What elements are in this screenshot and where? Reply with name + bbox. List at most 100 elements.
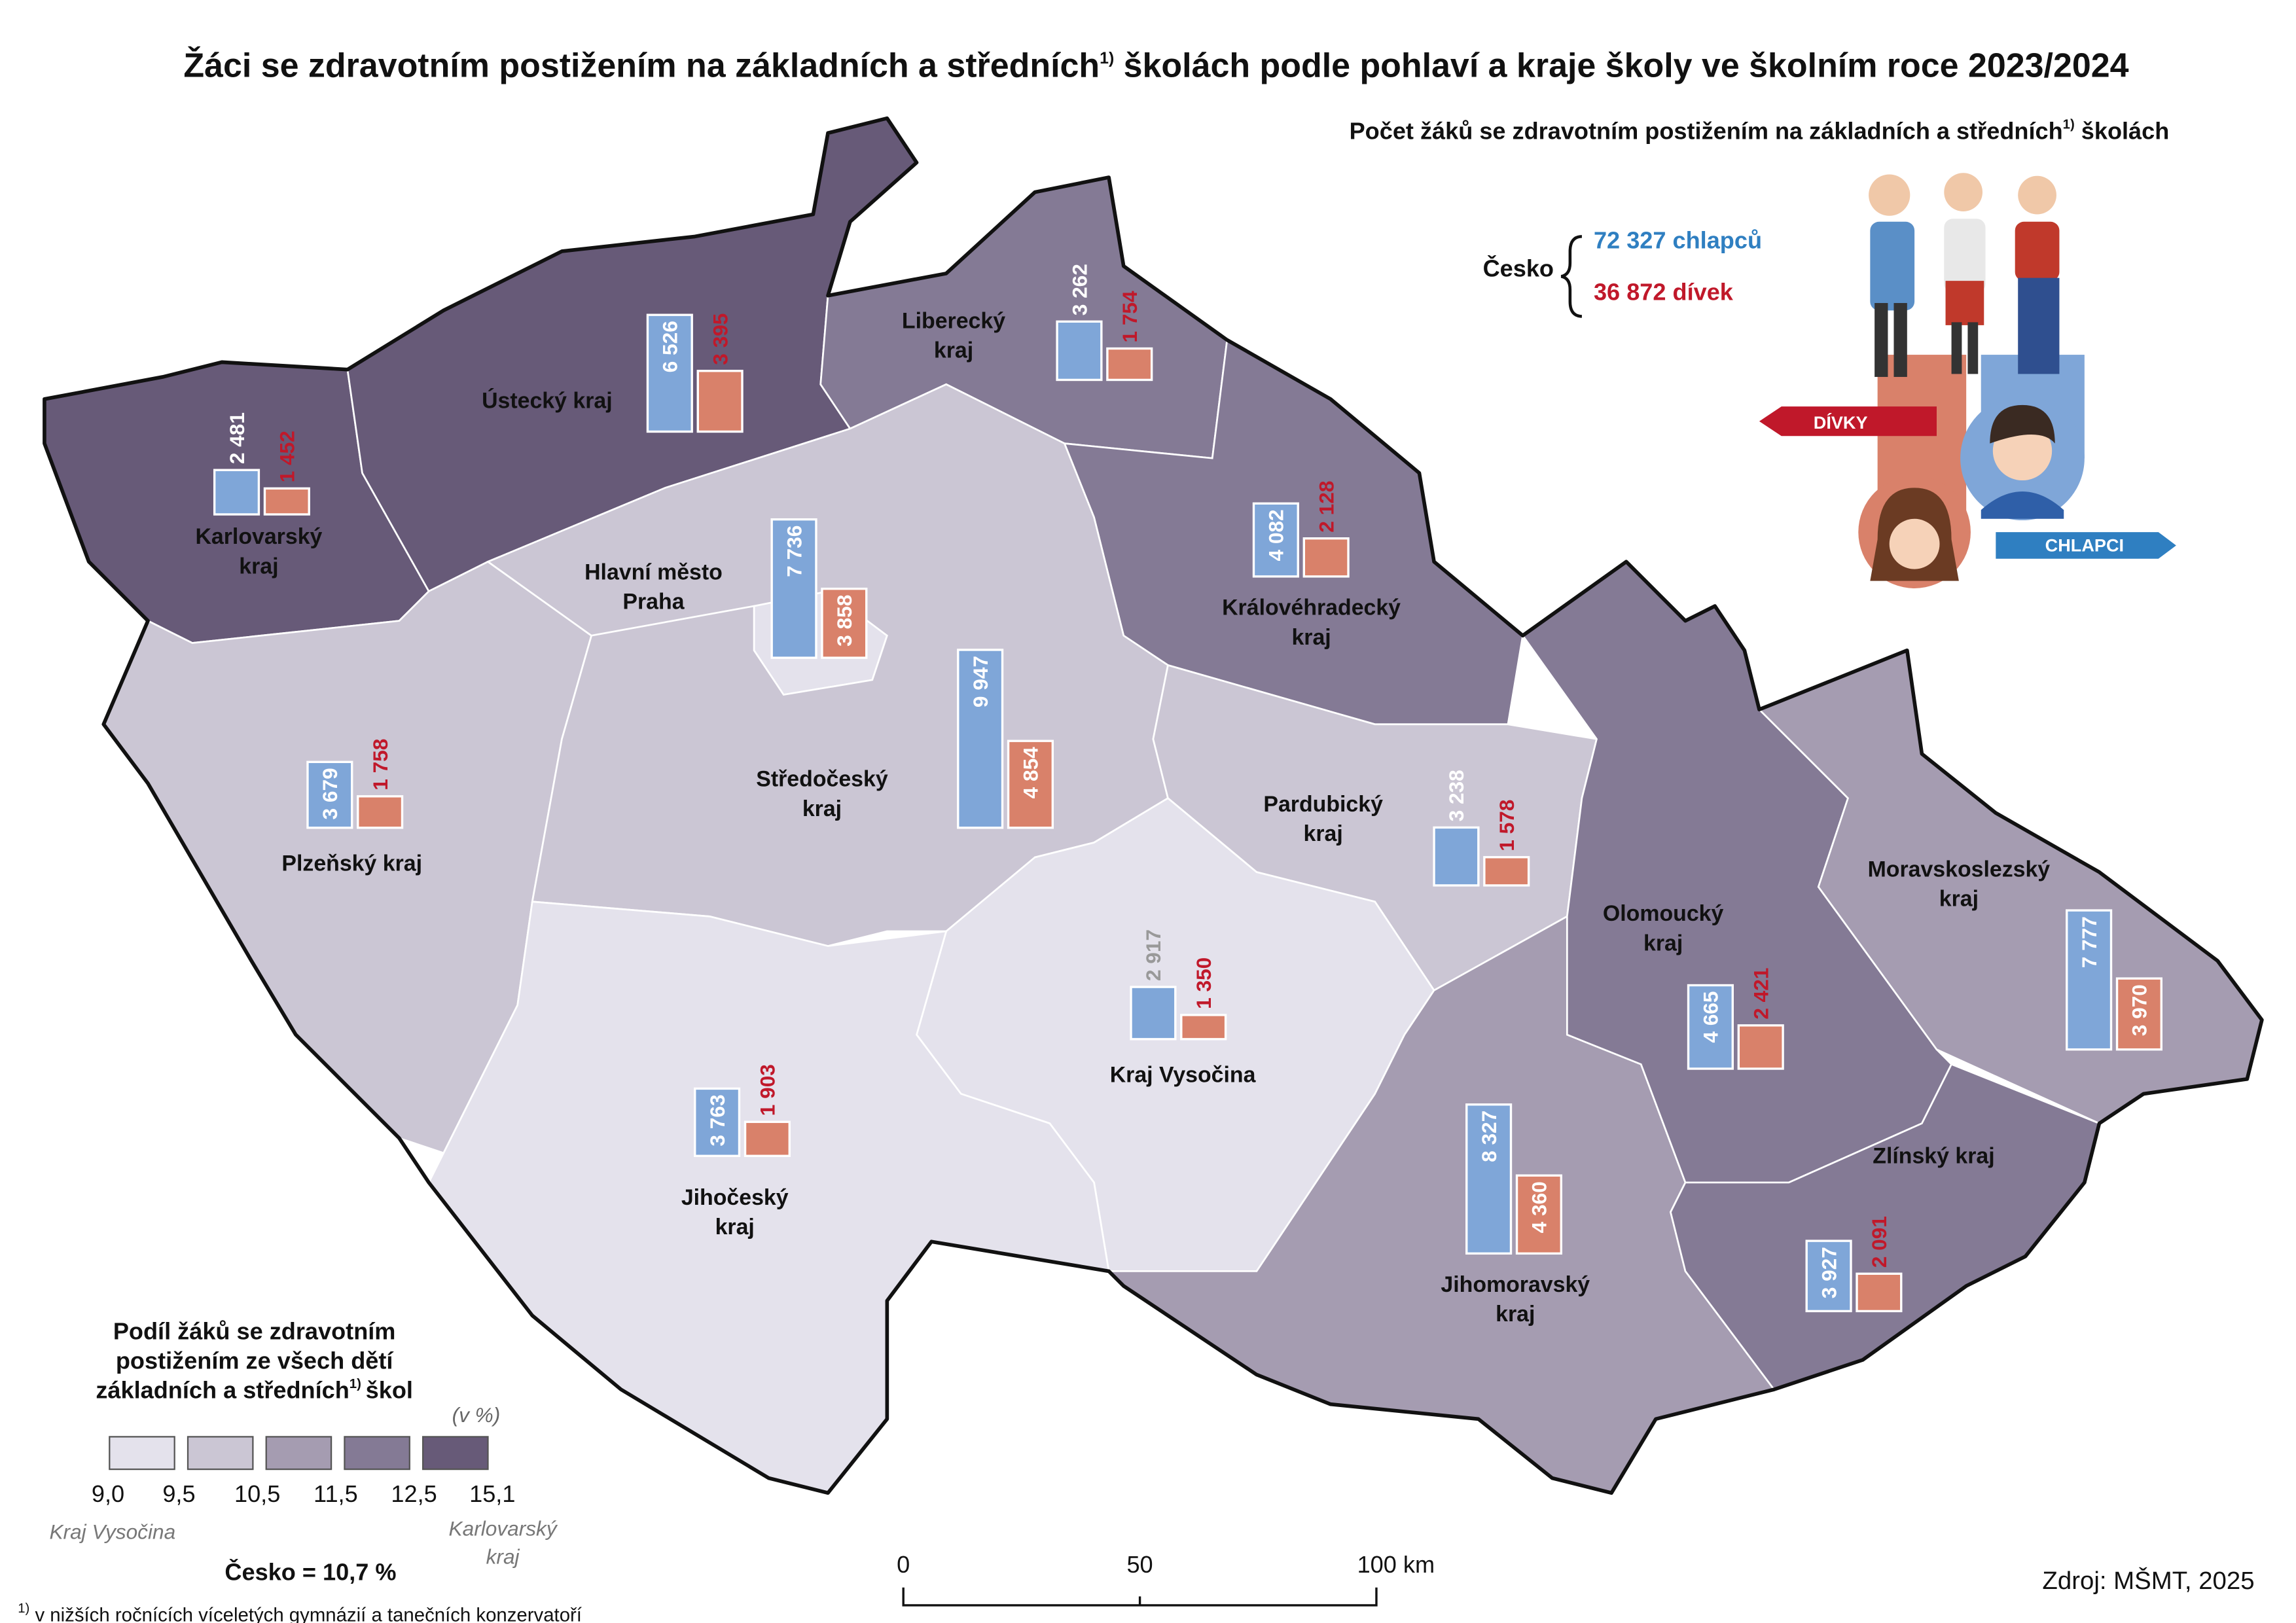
legend-unit: (v %) [452, 1403, 501, 1427]
boys-bar [1805, 1240, 1852, 1313]
girls-bar [357, 795, 404, 829]
boys-value-label: 3 238 [1444, 770, 1468, 821]
region-name: Zlínský kraj [1873, 1144, 1994, 1169]
infographic-title-sup: 1) [2063, 118, 2075, 132]
scale-label: 50 [1126, 1551, 1153, 1578]
legend-swatch [187, 1436, 254, 1471]
girls-bar [1007, 740, 1054, 829]
boys-value-label: 7 736 [782, 526, 806, 577]
girls-value-label: 1 754 [1118, 291, 1141, 343]
legend-title-text: škol [366, 1377, 413, 1404]
legend-break: 15,1 [469, 1480, 515, 1507]
girl-face [1889, 518, 1940, 569]
region-name: Ústecký kraj [482, 388, 613, 413]
boys-bar [1687, 984, 1734, 1070]
scale-label: 0 [897, 1551, 910, 1578]
region-name: kraj [802, 796, 842, 821]
boys-value-label: 2 917 [1141, 929, 1165, 981]
boys-value-label: 3 262 [1067, 264, 1091, 315]
girls-tag-label: DÍVKY [1814, 412, 1868, 433]
girls-value-label: 1 758 [368, 739, 392, 791]
legend-title: postižením ze všech dětí [116, 1347, 394, 1374]
region-name: Hlavní město [584, 560, 723, 584]
boys-bar [1433, 826, 1480, 887]
brace [1560, 235, 1583, 318]
legend-title-text: základních a středních [96, 1377, 349, 1404]
region-name: kraj [715, 1215, 755, 1240]
girls-bar [821, 587, 868, 659]
legend-break: 9,0 [92, 1480, 124, 1507]
bars: Karlovarský kraj 2 481 1 452 Ústecký kraj 6 5… [195, 264, 2163, 1327]
legend-break: 9,5 [162, 1480, 195, 1507]
boys-value-label: 4 082 [1265, 509, 1288, 561]
boys-total: 72 327 chlapců [1594, 226, 1762, 253]
girls-tag [1759, 406, 1937, 437]
boys-value-label: 4 665 [1699, 991, 1723, 1043]
legend-break: 10,5 [234, 1480, 280, 1507]
girls-bar [263, 487, 310, 516]
girls-bar [696, 370, 744, 433]
boys-bar [770, 518, 817, 659]
girls-value-label: 1 578 [1495, 800, 1518, 851]
boys-value-label: 2 481 [225, 412, 249, 464]
girls-value-label: 2 421 [1749, 968, 1773, 1020]
girls-value-label: 3 858 [833, 595, 856, 647]
legend-break: 12,5 [391, 1480, 437, 1507]
title-text: Žáci se zdravotním postižením na základn… [183, 46, 1100, 84]
region-name: Moravskoslezský [1868, 857, 2051, 882]
girls-bar [1856, 1272, 1903, 1313]
regions [43, 117, 2263, 1494]
region-name: Jihomoravský [1441, 1272, 1590, 1297]
boy-hair [1990, 404, 2055, 444]
region-name: Pardubický [1263, 792, 1383, 817]
region-name: kraj [1291, 625, 1331, 650]
boys-value-label: 7 777 [2077, 916, 2101, 968]
region-name: Středočeský [756, 767, 888, 792]
boys-tag-label: CHLAPCI [2045, 535, 2124, 555]
girls-bar [1483, 856, 1530, 887]
girls-value-label: 2 091 [1867, 1216, 1891, 1268]
girls-bar [1302, 537, 1350, 578]
region-name: kraj [934, 338, 973, 363]
legend-swatch [422, 1436, 489, 1471]
infographic-title-text: školách [2075, 117, 2170, 144]
legend-max-region: Karlovarský [449, 1517, 558, 1541]
boys-value-label: 3 763 [706, 1094, 729, 1146]
country-label: Česko [1483, 254, 1554, 281]
title-sup: 1) [1100, 50, 1114, 67]
footnote-text: v nižších ročnících víceletých gymnázií … [29, 1605, 582, 1623]
girls-bar [2115, 977, 2163, 1051]
region-name: Kraj Vysočina [1110, 1062, 1257, 1087]
boys-bar [2066, 909, 2113, 1051]
girls-bar [744, 1120, 791, 1157]
legend-title-sup: 1) [350, 1377, 361, 1391]
girls-bar [1106, 347, 1153, 382]
scale-bar: 0 50 100 km [897, 1551, 1435, 1607]
girls-total: 36 872 dívek [1594, 279, 1734, 306]
legend-swatch [265, 1436, 332, 1471]
girls-value-label: 3 970 [2128, 984, 2151, 1036]
boys-bar [694, 1087, 741, 1157]
boys-bar [213, 469, 260, 516]
region-name: Olomoucký [1603, 901, 1724, 926]
girls-bar [1737, 1024, 1784, 1070]
boys-bar [1130, 986, 1177, 1041]
legend-title: Podíl žáků se zdravotním [113, 1317, 396, 1344]
boys-bar [306, 760, 353, 829]
girls-value-label: 4 854 [1019, 747, 1043, 799]
girls-value-label: 2 128 [1314, 481, 1338, 533]
region-name: kraj [1643, 931, 1683, 955]
infographic-title-text: Počet žáků se zdravotním postižením na z… [1350, 117, 2063, 144]
region-name: kraj [1496, 1302, 1535, 1327]
scale-label: 100 km [1357, 1551, 1435, 1578]
region-name: Jihočeský [681, 1185, 789, 1210]
legend-max-region: kraj [486, 1545, 520, 1569]
country-total: Česko = 10,7 % [224, 1558, 396, 1585]
boys-value-label: 6 526 [658, 321, 682, 372]
boys-bar [646, 313, 693, 433]
region-name: kraj [239, 554, 278, 579]
footnote-sup: 1) [18, 1601, 29, 1616]
region-name: Královéhradecký [1222, 596, 1401, 620]
girls-value-label: 1 452 [276, 431, 299, 482]
